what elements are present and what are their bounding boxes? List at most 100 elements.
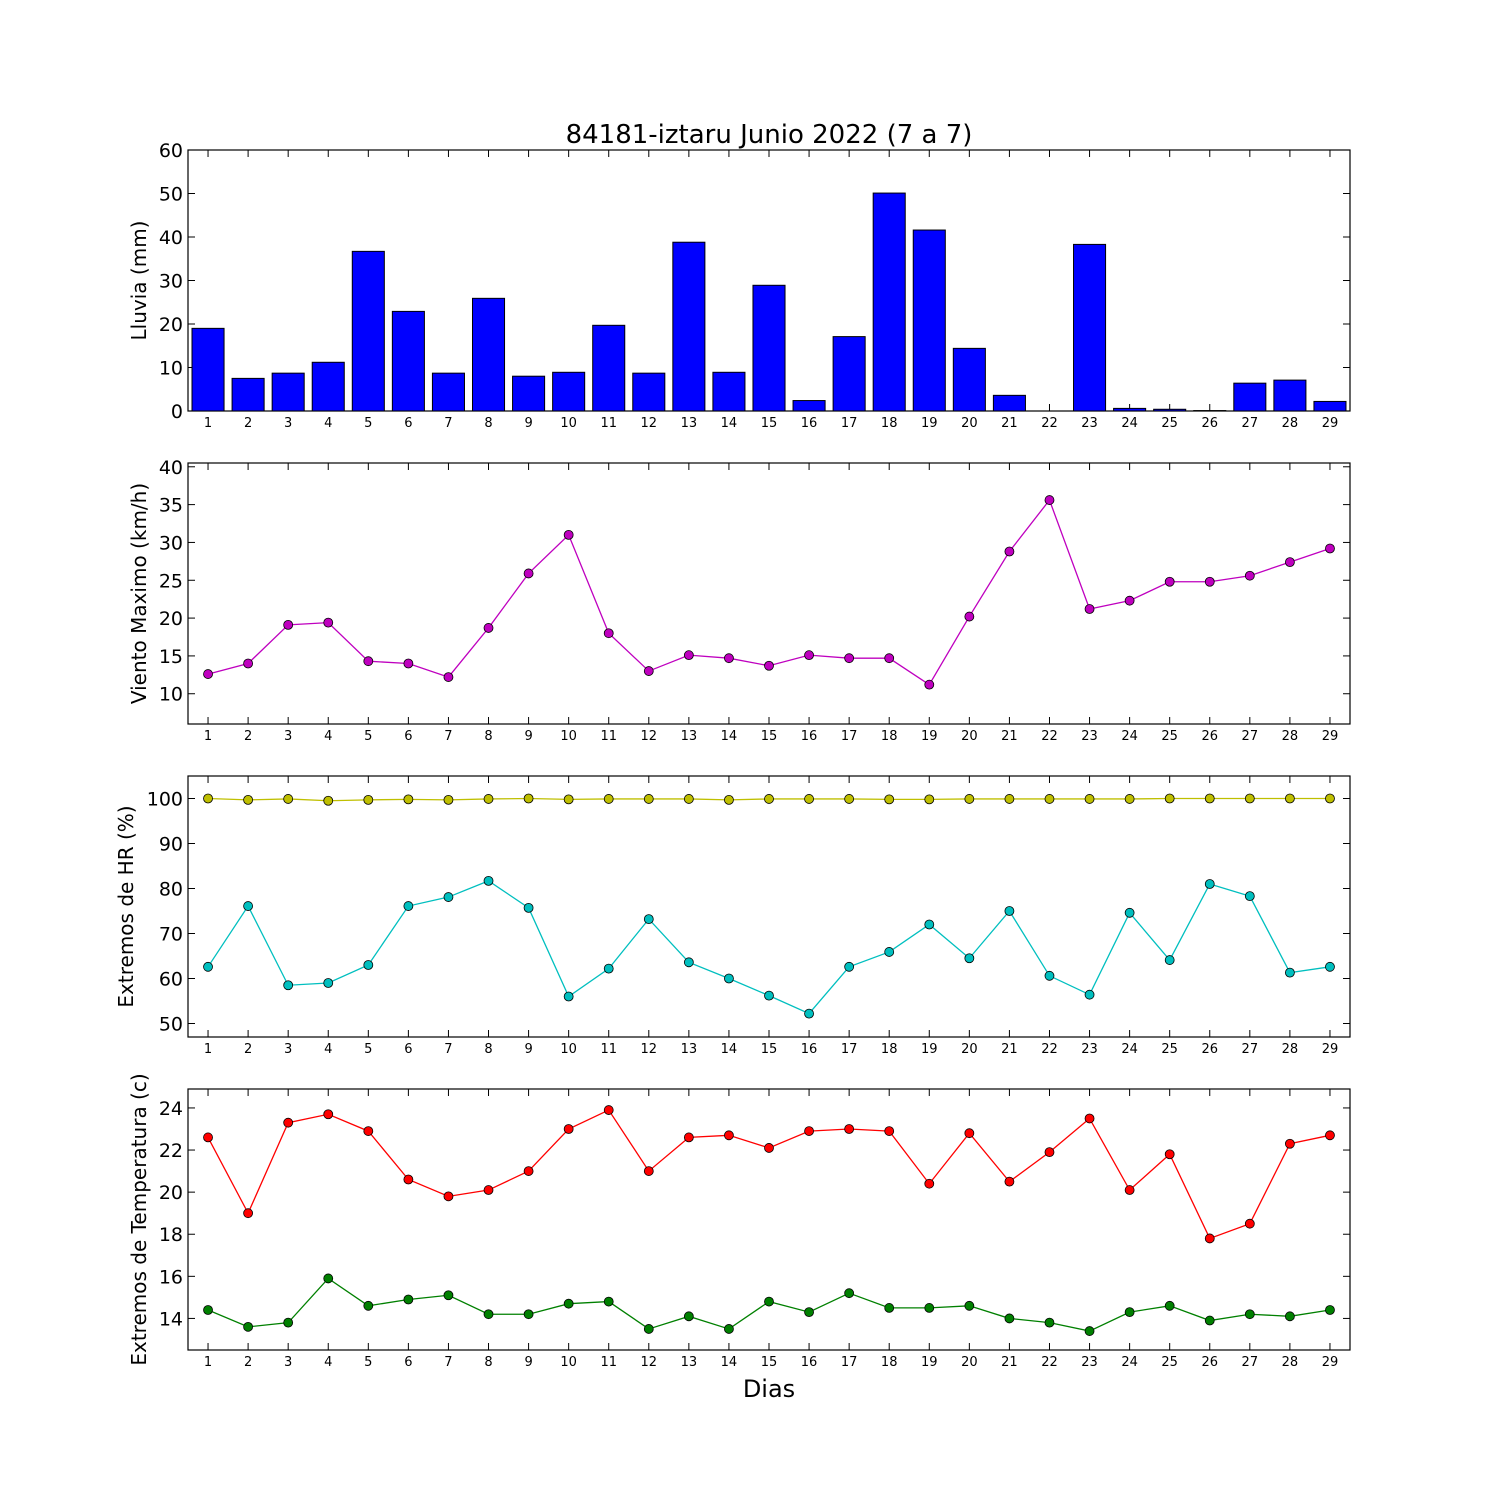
bar bbox=[872, 192, 906, 412]
data-point bbox=[1204, 879, 1215, 889]
data-point bbox=[884, 653, 895, 664]
x-tick-label: 17 bbox=[841, 1042, 858, 1057]
x-tick-label: 11 bbox=[600, 416, 617, 431]
data-point bbox=[1325, 1130, 1335, 1141]
data-point bbox=[363, 960, 374, 970]
x-tick-label: 6 bbox=[404, 1042, 412, 1057]
data-point bbox=[363, 794, 374, 805]
y-tick-label: 60 bbox=[159, 140, 183, 162]
data-point bbox=[443, 672, 454, 682]
x-tick-label: 5 bbox=[364, 729, 372, 744]
x-tick-label: 7 bbox=[444, 1042, 452, 1057]
y-tick-label: 0 bbox=[171, 401, 183, 423]
x-tick-label: 29 bbox=[1322, 416, 1339, 431]
data-point bbox=[483, 794, 494, 804]
x-tick-label: 22 bbox=[1041, 1042, 1058, 1057]
data-point bbox=[643, 1324, 654, 1334]
x-tick-label: 27 bbox=[1242, 416, 1259, 431]
x-tick-label: 16 bbox=[801, 416, 818, 431]
x-tick-label: 6 bbox=[404, 1355, 412, 1370]
data-point bbox=[804, 650, 814, 661]
x-tick-label: 23 bbox=[1081, 1042, 1098, 1057]
data-point bbox=[1204, 1233, 1215, 1244]
data-point bbox=[844, 961, 855, 972]
bar bbox=[512, 375, 546, 412]
y-tick-label: 20 bbox=[159, 1182, 183, 1204]
data-point bbox=[203, 669, 213, 679]
x-tick-label: 14 bbox=[721, 1355, 738, 1370]
data-point bbox=[683, 1311, 694, 1322]
bar bbox=[1313, 400, 1347, 412]
x-tick-label: 27 bbox=[1242, 1042, 1259, 1057]
x-tick-label: 3 bbox=[284, 1355, 292, 1370]
x-tick-label: 21 bbox=[1001, 416, 1018, 431]
x-tick-label: 13 bbox=[681, 729, 698, 744]
x-tick-label: 7 bbox=[444, 1355, 452, 1370]
data-point bbox=[1284, 1138, 1295, 1149]
x-tick-label: 10 bbox=[560, 1355, 577, 1370]
data-point bbox=[283, 619, 294, 630]
bar bbox=[552, 371, 586, 412]
x-tick-label: 28 bbox=[1282, 1042, 1299, 1057]
x-tick-label: 13 bbox=[681, 416, 698, 431]
y-axis-label: Lluvia (mm) bbox=[127, 221, 151, 341]
bar bbox=[952, 347, 986, 412]
data-point bbox=[1325, 543, 1335, 554]
data-point bbox=[243, 794, 254, 805]
data-point bbox=[724, 1130, 734, 1141]
x-tick-label: 24 bbox=[1121, 729, 1138, 744]
data-point bbox=[1004, 1176, 1015, 1187]
y-axis-label: Extremos de HR (%) bbox=[114, 805, 138, 1007]
x-tick-label: 8 bbox=[484, 1355, 492, 1370]
x-tick-label: 21 bbox=[1001, 1042, 1018, 1057]
data-point bbox=[924, 1303, 935, 1313]
x-tick-label: 7 bbox=[444, 416, 452, 431]
bar bbox=[832, 336, 866, 412]
x-tick-label: 22 bbox=[1041, 416, 1058, 431]
data-point bbox=[1164, 1149, 1175, 1160]
data-point bbox=[1244, 1309, 1255, 1320]
data-point bbox=[1124, 907, 1135, 918]
x-tick-label: 25 bbox=[1161, 416, 1178, 431]
data-point bbox=[403, 901, 414, 911]
data-point bbox=[523, 568, 534, 579]
x-tick-label: 5 bbox=[364, 1042, 372, 1057]
x-tick-label: 23 bbox=[1081, 416, 1098, 431]
x-tick-label: 3 bbox=[284, 416, 292, 431]
x-tick-label: 14 bbox=[721, 416, 738, 431]
y-tick-label: 25 bbox=[159, 570, 183, 592]
data-point bbox=[884, 1126, 895, 1136]
data-point bbox=[323, 795, 334, 806]
data-point bbox=[964, 611, 975, 622]
data-point bbox=[1244, 793, 1255, 804]
data-point bbox=[483, 623, 494, 633]
x-tick-label: 1 bbox=[204, 729, 212, 744]
x-tick-label: 10 bbox=[560, 729, 577, 744]
data-point bbox=[603, 1296, 614, 1307]
data-point bbox=[283, 980, 294, 991]
x-tick-label: 20 bbox=[961, 416, 978, 431]
data-point bbox=[1204, 793, 1215, 804]
data-point bbox=[1204, 1315, 1215, 1326]
x-tick-label: 19 bbox=[921, 729, 938, 744]
data-point bbox=[1124, 794, 1135, 804]
x-tick-label: 19 bbox=[921, 416, 938, 431]
data-point bbox=[643, 794, 654, 804]
data-point bbox=[884, 1303, 895, 1313]
x-tick-label: 29 bbox=[1322, 1355, 1339, 1370]
bar bbox=[672, 241, 706, 412]
x-tick-label: 18 bbox=[881, 1355, 898, 1370]
x-tick-label: 3 bbox=[284, 729, 292, 744]
data-point bbox=[964, 1300, 975, 1311]
x-tick-label: 6 bbox=[404, 416, 412, 431]
figure-title: 84181-iztaru Junio 2022 (7 a 7) bbox=[566, 120, 973, 150]
x-tick-label: 26 bbox=[1201, 729, 1218, 744]
x-tick-label: 11 bbox=[600, 729, 617, 744]
x-tick-label: 10 bbox=[560, 416, 577, 431]
data-point bbox=[724, 1324, 734, 1334]
bar bbox=[752, 284, 786, 412]
y-tick-label: 50 bbox=[159, 1014, 183, 1036]
x-tick-label: 20 bbox=[961, 1355, 978, 1370]
data-point bbox=[1044, 1317, 1055, 1328]
data-point bbox=[884, 947, 895, 957]
